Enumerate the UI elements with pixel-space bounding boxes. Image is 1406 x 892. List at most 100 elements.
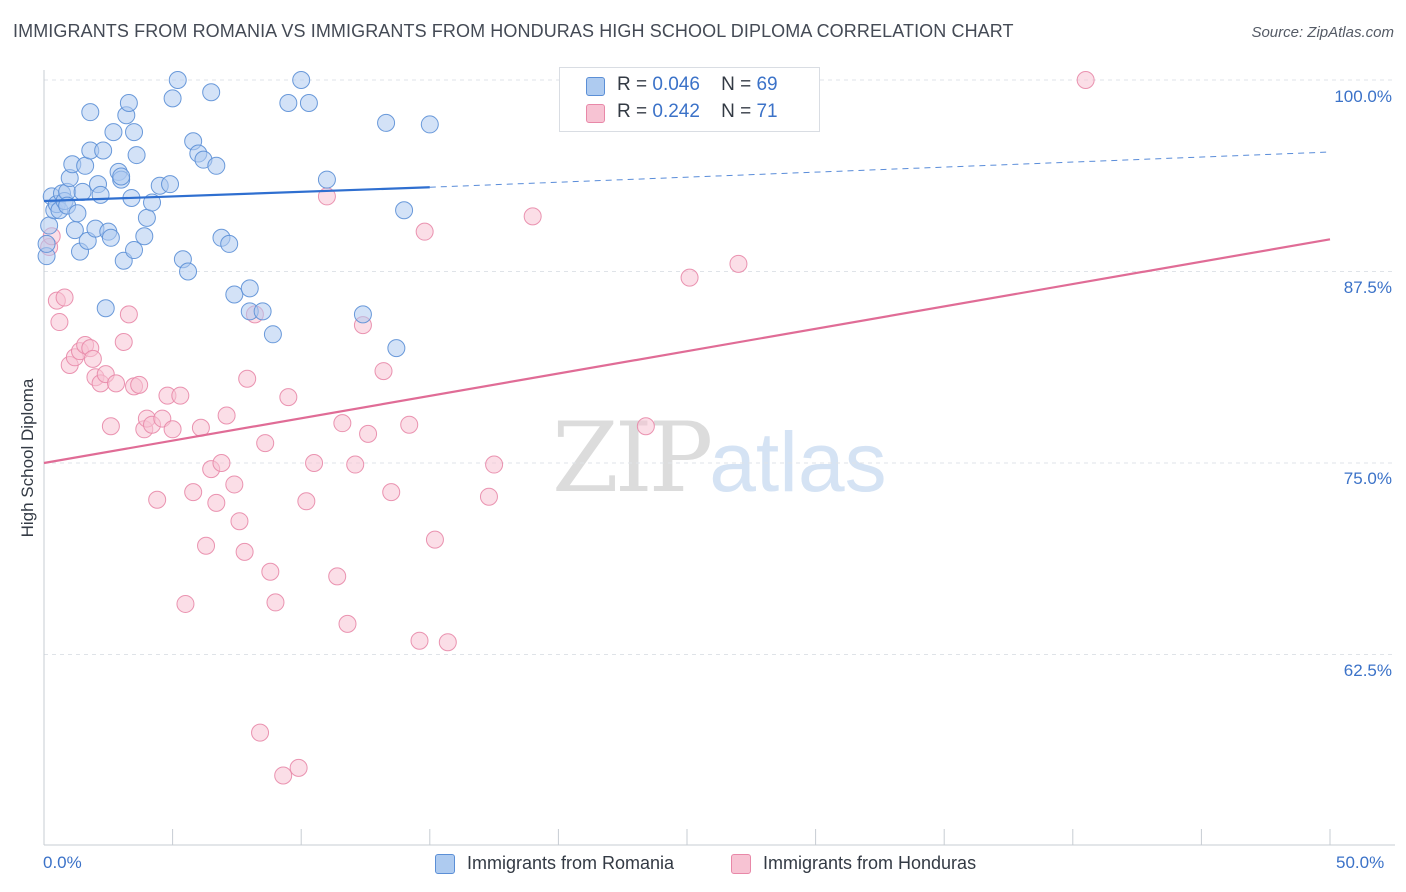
romania-point (73, 182, 92, 201)
honduras-point (225, 475, 244, 494)
legend-r-value-romania: 0.046 (652, 74, 700, 95)
romania-point (76, 156, 95, 175)
legend-r-label: R = (617, 74, 648, 95)
honduras-point (238, 369, 257, 388)
bottom-legend-label-honduras: Immigrants from Honduras (763, 853, 977, 873)
watermark-zip: ZIP (552, 402, 713, 514)
romania-point (420, 115, 439, 134)
romania-point (168, 71, 187, 89)
legend-n-value-romania: 69 (756, 74, 778, 95)
romania-point (220, 234, 239, 253)
bottom-legend-swatch-romania (435, 854, 455, 874)
honduras-point (256, 434, 275, 453)
bottom-legend-label-romania: Immigrants from Romania (467, 853, 675, 873)
honduras-point (438, 633, 457, 652)
romania-point (91, 185, 110, 204)
honduras-point (333, 414, 352, 433)
honduras-point (382, 483, 401, 502)
honduras-point (163, 420, 182, 439)
legend-n-label: N = (721, 101, 752, 122)
romania-point (299, 93, 318, 112)
honduras-point (101, 417, 120, 436)
honduras-point (485, 455, 504, 474)
romania-point (240, 279, 259, 298)
honduras-point (171, 386, 190, 405)
romania-point (161, 175, 180, 194)
romania-point (119, 93, 138, 112)
honduras-point (359, 424, 378, 443)
romania-trend-line-extension (429, 151, 1331, 188)
honduras-point (374, 362, 393, 381)
source-label: Source: ZipAtlas.com (1251, 24, 1394, 41)
y-tick-label-100: 100.0% (1334, 87, 1392, 106)
romania-point (125, 241, 144, 260)
honduras-point (251, 723, 270, 742)
romania-point (377, 113, 396, 132)
honduras-point (130, 375, 149, 394)
stats-legend: R = 0.046 N = 69 R = 0.242 N = 71 (559, 67, 820, 132)
honduras-point (217, 406, 236, 425)
romania-point (353, 305, 372, 324)
honduras-point (400, 415, 419, 434)
y-tick-label-87-5: 87.5% (1343, 278, 1392, 297)
honduras-point (184, 483, 203, 502)
honduras-point (119, 305, 138, 324)
honduras-trend-line (43, 238, 1331, 465)
romania-point (292, 71, 311, 89)
romania-point (112, 167, 131, 186)
honduras-point (328, 567, 347, 586)
watermark: ZIPatlas (552, 402, 887, 514)
x-tick-label-max: 50.0% (1336, 853, 1385, 872)
romania-point (104, 123, 123, 142)
honduras-point (235, 542, 254, 561)
legend-n-value-honduras: 71 (756, 101, 778, 122)
honduras-point (266, 593, 285, 612)
romania-point (253, 302, 272, 321)
honduras-point (523, 207, 542, 226)
romania-point (263, 325, 282, 344)
honduras-point (176, 594, 195, 613)
honduras-point (297, 492, 316, 511)
legend-n-label: N = (721, 74, 752, 95)
legend-r-value-honduras: 0.242 (652, 101, 700, 122)
romania-point (127, 146, 146, 165)
romania-point (163, 89, 182, 108)
honduras-point (305, 454, 324, 472)
honduras-point (50, 313, 69, 332)
legend-swatch-romania (586, 77, 605, 96)
romania-point (40, 216, 59, 235)
honduras-point (346, 455, 365, 474)
y-tick-label-75: 75.0% (1343, 469, 1392, 488)
romania-trend-line (43, 186, 430, 203)
romania-point (395, 201, 414, 220)
romania-point (94, 141, 113, 160)
honduras-point (114, 332, 133, 351)
romania-point (125, 123, 144, 142)
romania-point (137, 208, 156, 227)
honduras-point (289, 758, 308, 777)
honduras-point (55, 288, 74, 307)
romania-point (225, 285, 244, 304)
honduras-point (230, 512, 249, 531)
honduras-point (415, 222, 434, 241)
honduras-point (107, 374, 126, 393)
romania-point (37, 234, 56, 253)
romania-point (96, 299, 115, 318)
chart-title: IMMIGRANTS FROM ROMANIA VS IMMIGRANTS FR… (13, 21, 1014, 41)
honduras-point (261, 562, 280, 581)
romania-point (202, 83, 221, 102)
romania-point (101, 228, 120, 247)
romania-point (317, 170, 336, 189)
honduras-point (338, 614, 357, 633)
honduras-point (680, 268, 699, 287)
honduras-point (636, 417, 655, 436)
honduras-point (274, 766, 293, 785)
honduras-point (479, 487, 498, 506)
romania-point (135, 227, 154, 246)
romania-point (81, 103, 100, 122)
honduras-point (207, 493, 226, 512)
bottom-legend-swatch-honduras (731, 854, 751, 874)
honduras-point (148, 490, 167, 509)
romania-point (387, 339, 406, 358)
